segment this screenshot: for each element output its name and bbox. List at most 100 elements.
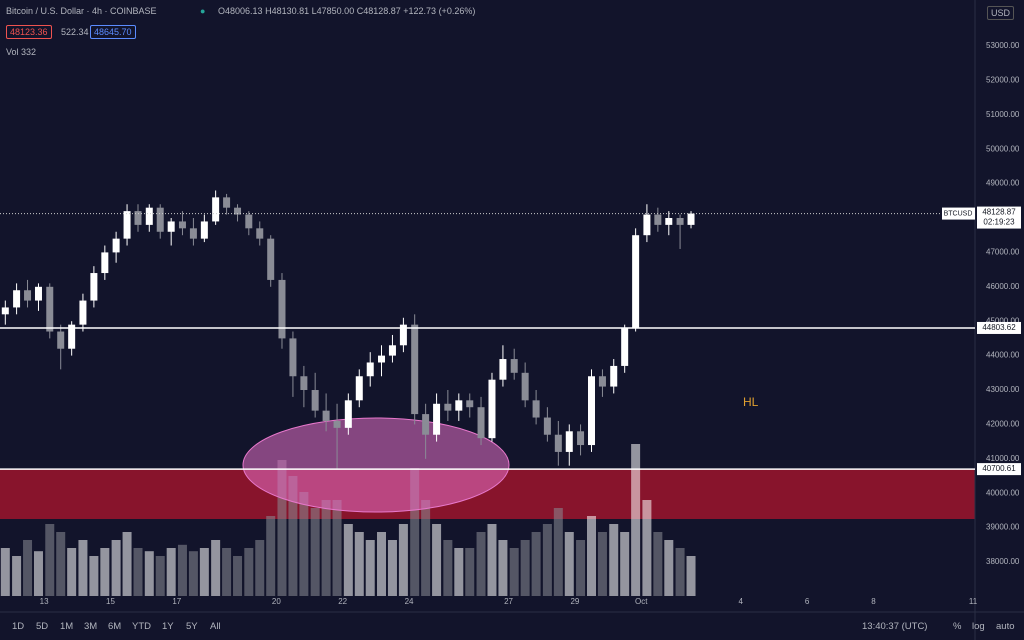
candle-body xyxy=(322,410,330,421)
bid[interactable]: 48123.36 xyxy=(6,25,52,39)
candle-body xyxy=(643,214,651,236)
y-tick-label: 52000.00 xyxy=(986,76,1020,85)
candle-body xyxy=(433,403,441,435)
range-button[interactable]: 5D xyxy=(36,621,49,632)
range-button[interactable]: 3M xyxy=(84,621,98,632)
y-tick-label: 51000.00 xyxy=(986,110,1020,119)
volume-bar xyxy=(89,556,99,596)
range-button[interactable]: All xyxy=(210,621,221,632)
candle-body xyxy=(477,407,485,439)
level-label: 40700.61 xyxy=(982,464,1016,473)
volume-bar xyxy=(299,492,309,596)
level-label: 44803.62 xyxy=(982,323,1016,332)
candle-body xyxy=(256,228,264,239)
currency[interactable]: USD xyxy=(987,6,1015,20)
label: C xyxy=(356,6,364,16)
candle-body xyxy=(333,420,341,428)
volume-bar xyxy=(23,540,33,596)
volume-bar xyxy=(664,540,674,596)
volume-bar xyxy=(321,500,331,596)
candle-body xyxy=(311,390,319,411)
label: O xyxy=(218,6,226,16)
level-tag xyxy=(977,321,1021,334)
ticker: BTCUSD xyxy=(944,210,973,217)
candle-body xyxy=(289,338,297,377)
volume-bar xyxy=(12,556,22,596)
auto-toggle[interactable]: auto xyxy=(996,621,1015,632)
volume-bar xyxy=(310,508,320,596)
volume-bar xyxy=(542,524,552,596)
candle-body xyxy=(455,400,463,411)
candle-body xyxy=(300,376,308,391)
candle-body xyxy=(399,324,407,346)
x-tick-label: 20 xyxy=(272,597,281,606)
x-tick-label: 6 xyxy=(805,597,810,606)
x-tick-label: 29 xyxy=(570,597,579,606)
x-tick-label: 15 xyxy=(106,597,115,606)
candle-body xyxy=(90,273,98,301)
y-tick-label: 42000.00 xyxy=(986,420,1020,429)
range-button[interactable]: 1Y xyxy=(162,621,174,632)
y-tick-label: 45000.00 xyxy=(986,316,1020,325)
candle-body xyxy=(234,207,242,215)
ticker-tag xyxy=(942,207,975,220)
y-tick-label: 53000.00 xyxy=(986,41,1020,50)
volume-bar xyxy=(199,548,209,596)
candle-body xyxy=(466,400,474,408)
candle-body xyxy=(577,431,585,446)
volume-legend: Vol 332 xyxy=(6,47,36,57)
candle-body xyxy=(278,279,286,339)
ask[interactable]: 48645.70 xyxy=(90,25,136,39)
percent-toggle[interactable]: % xyxy=(953,621,962,632)
clock: 13:40:37 (UTC) xyxy=(862,621,928,632)
volume-bar xyxy=(587,516,597,596)
y-tick-label: 49000.00 xyxy=(986,179,1020,188)
range-button[interactable]: 1D xyxy=(12,621,25,632)
range-button[interactable]: 5Y xyxy=(186,621,198,632)
log-toggle[interactable]: log xyxy=(972,621,985,632)
volume-bar xyxy=(686,556,696,596)
candle-body xyxy=(532,400,540,418)
candle-body xyxy=(156,207,164,232)
value: 47850.00 xyxy=(316,6,355,16)
candle-body xyxy=(632,235,640,329)
volume-bar xyxy=(642,500,652,596)
candle-body xyxy=(366,362,374,377)
candle-body xyxy=(189,228,197,239)
volume-bar xyxy=(620,532,630,596)
candle-body xyxy=(1,307,9,315)
candle-body xyxy=(112,238,120,253)
volume-bar xyxy=(0,548,10,596)
candle-body xyxy=(598,376,606,387)
y-tick-label: 40000.00 xyxy=(986,488,1020,497)
volume-bar xyxy=(244,548,254,596)
x-tick-label: 22 xyxy=(338,597,347,606)
candle-body xyxy=(223,197,231,208)
volume-bar xyxy=(45,524,55,596)
volume-bar xyxy=(211,540,221,596)
volume-bar xyxy=(531,532,541,596)
volume-bar xyxy=(343,524,353,596)
volume-bar xyxy=(432,524,442,596)
status-dot: ● xyxy=(200,6,206,16)
candle-body xyxy=(123,211,131,239)
candle-body xyxy=(13,290,21,308)
candle-body xyxy=(687,213,695,225)
x-tick-label: 8 xyxy=(871,597,876,606)
candle-body xyxy=(444,403,452,411)
candle-body xyxy=(355,376,363,401)
price-tag xyxy=(977,206,1021,229)
range-button[interactable]: 1M xyxy=(60,621,74,632)
volume-bar xyxy=(487,524,497,596)
volume-bar xyxy=(631,444,641,596)
range-button[interactable]: 6M xyxy=(108,621,122,632)
candle-body xyxy=(57,331,65,349)
volume-bar xyxy=(33,551,43,596)
candle-body xyxy=(654,214,662,225)
change: +122.73 (+0.26%) xyxy=(403,6,476,16)
range-button[interactable]: YTD xyxy=(132,621,151,632)
x-tick-label: 17 xyxy=(172,597,181,606)
volume-bar xyxy=(222,548,232,596)
volume-bar xyxy=(233,556,243,596)
candle-body xyxy=(388,345,396,356)
